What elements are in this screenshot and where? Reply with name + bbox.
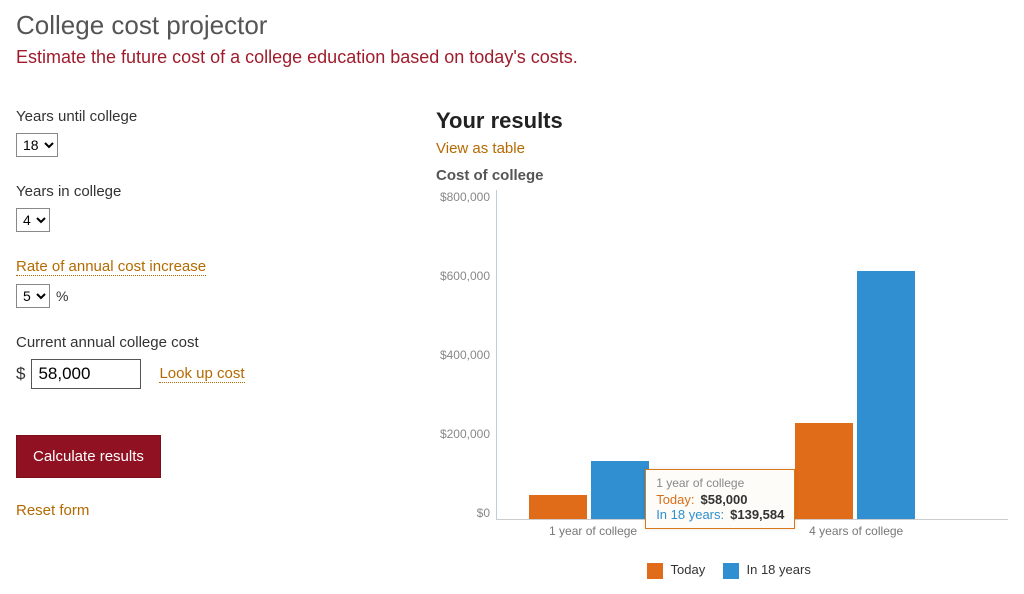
x-tick-label: 4 years of college [809,524,903,538]
rate-select[interactable]: 5 [16,284,50,308]
view-as-table-link[interactable]: View as table [436,140,525,157]
reset-link[interactable]: Reset form [16,502,89,519]
page-title: College cost projector [16,10,1008,41]
y-tick-label: $800,000 [440,190,490,204]
bar[interactable] [529,495,587,519]
rate-label[interactable]: Rate of annual cost increase [16,258,206,276]
results-column: Your results View as table Cost of colle… [436,108,1008,579]
bar-group [529,461,649,519]
plot-area: 1 year of college Today: $58,000 In 18 y… [496,190,1008,520]
lookup-cost-link[interactable]: Look up cost [159,365,244,383]
chart: $800,000 $600,000 $400,000 $200,000 $0 1 yea… [436,190,1008,520]
y-tick-label: $400,000 [440,348,490,362]
y-axis: $800,000 $600,000 $400,000 $200,000 $0 [436,190,496,520]
years-until-select[interactable]: 18 [16,133,58,157]
legend-swatch-today [647,563,663,579]
current-cost-label: Current annual college cost [16,334,436,351]
bar[interactable] [857,271,915,519]
legend-swatch-future [723,563,739,579]
y-tick-label: $0 [477,506,490,520]
chart-tooltip: 1 year of college Today: $58,000 In 18 y… [645,469,795,529]
rate-suffix: % [56,288,68,304]
tooltip-title: 1 year of college [656,476,784,490]
y-tick-label: $600,000 [440,269,490,283]
tooltip-future-value: $139,584 [730,507,784,522]
legend-future-label: In 18 years [747,562,811,577]
tooltip-today-value: $58,000 [701,492,748,507]
years-in-select[interactable]: 4 [16,208,50,232]
bar[interactable] [591,461,649,519]
form-column: Years until college 18 Years in college … [16,108,436,579]
years-in-label: Years in college [16,183,436,200]
x-tick-label: 1 year of college [549,524,637,538]
calculate-button[interactable]: Calculate results [16,435,161,478]
legend: Today In 18 years [436,562,1008,579]
currency-prefix: $ [16,364,25,384]
years-until-label: Years until college [16,108,436,125]
tooltip-today-label: Today: [656,492,694,507]
bar[interactable] [795,423,853,519]
results-title: Your results [436,108,1008,134]
chart-title: Cost of college [436,167,1008,184]
y-tick-label: $200,000 [440,427,490,441]
page-subtitle: Estimate the future cost of a college ed… [16,47,1008,68]
legend-today-label: Today [671,562,706,577]
current-cost-input[interactable] [31,359,141,389]
tooltip-future-label: In 18 years: [656,507,724,522]
bar-group [795,271,915,519]
